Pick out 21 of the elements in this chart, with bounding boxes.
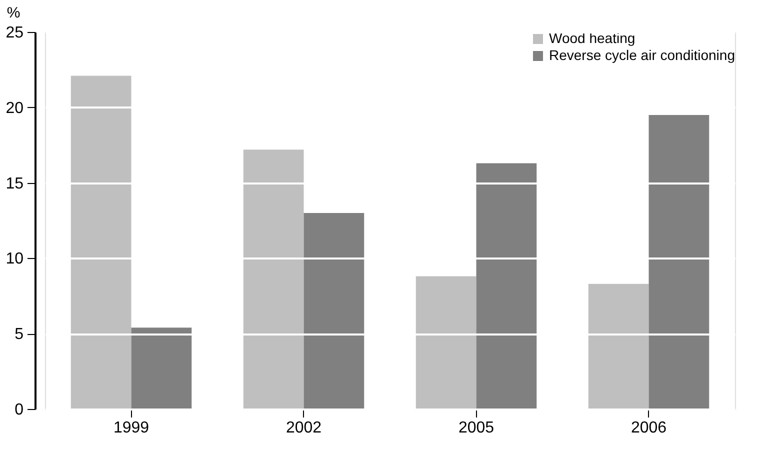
x-tick-label: 1999 <box>113 420 150 436</box>
bar <box>588 284 649 409</box>
x-tick-label: 2002 <box>286 420 322 436</box>
y-tick-label: 20 <box>6 100 24 117</box>
bar <box>131 328 192 409</box>
y-axis-title: % <box>6 4 20 22</box>
bar <box>243 150 304 409</box>
bar <box>648 114 710 409</box>
x-tick-label: 2006 <box>630 420 667 436</box>
y-tick-label: 10 <box>6 250 24 268</box>
bar <box>304 212 364 409</box>
y-tick-label: 5 <box>14 326 24 344</box>
y-tick-label: 25 <box>6 24 24 42</box>
legend-label: Reverse cycle air conditioning <box>549 47 735 63</box>
bar <box>476 163 537 409</box>
bar <box>416 276 476 409</box>
y-tick-label: 0 <box>14 402 24 418</box>
legend-label: Wood heating <box>549 30 636 46</box>
x-tick-label: 2005 <box>458 420 494 436</box>
y-tick-label: 15 <box>6 175 24 192</box>
bar <box>70 76 132 409</box>
